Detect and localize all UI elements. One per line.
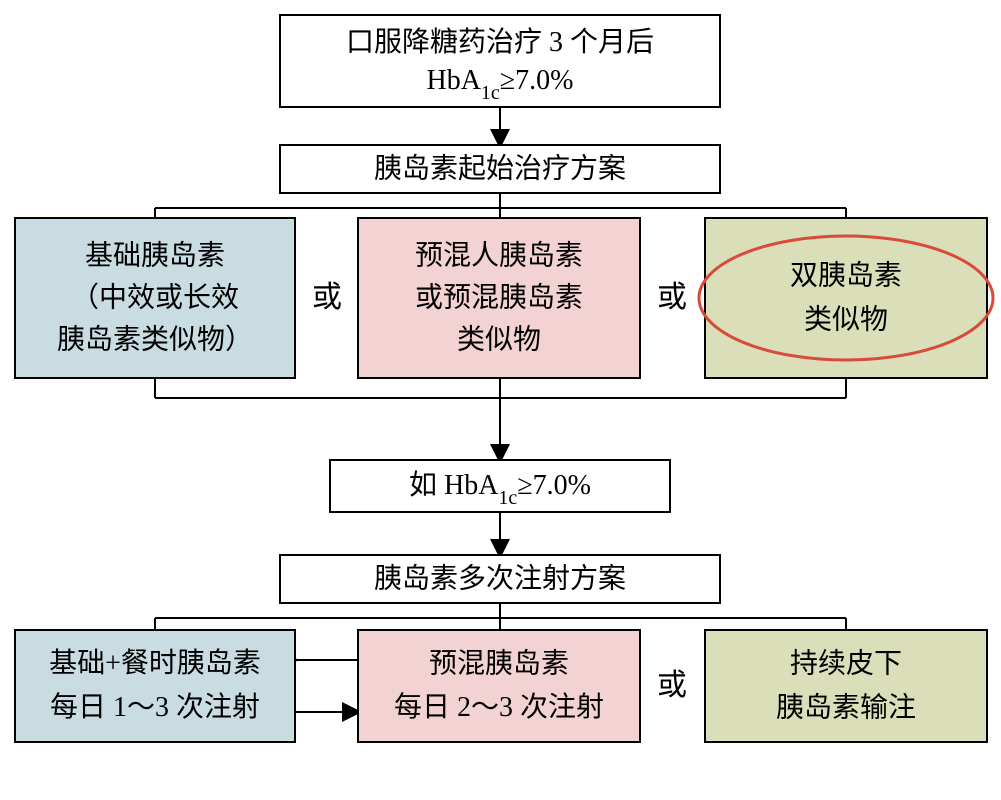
node-opt2a: 基础+餐时胰岛素每日 1～3 次注射 <box>15 630 295 742</box>
svg-text:口服降糖药治疗 3 个月后: 口服降糖药治疗 3 个月后 <box>346 26 654 58</box>
or-label-0: 或 <box>312 281 342 314</box>
svg-text:每日 2～3 次注射: 每日 2～3 次注射 <box>394 691 604 723</box>
edges-layer <box>155 107 846 712</box>
svg-text:基础+餐时胰岛素: 基础+餐时胰岛素 <box>49 647 261 679</box>
or-label-2: 或 <box>657 669 687 702</box>
svg-text:基础胰岛素: 基础胰岛素 <box>85 239 225 271</box>
svg-text:预混人胰岛素: 预混人胰岛素 <box>415 239 583 271</box>
nodes-layer: 口服降糖药治疗 3 个月后HbA1c≥7.0% 胰岛素起始治疗方案基础胰岛素 （中效… <box>15 15 993 742</box>
svg-text:胰岛素多次注射方案: 胰岛素多次注射方案 <box>374 562 626 594</box>
svg-text:类似物: 类似物 <box>457 323 541 355</box>
node-step3: 如 HbA1c≥7.0% <box>330 460 670 512</box>
svg-text:或预混胰岛素: 或预混胰岛素 <box>415 281 583 313</box>
node-opt2c: 持续皮下胰岛素输注 <box>705 630 987 742</box>
node-opt1b: 预混人胰岛素或预混胰岛素类似物 <box>358 218 640 378</box>
node-opt1c: 双胰岛素类似物 <box>699 218 993 378</box>
svg-text:双胰岛素: 双胰岛素 <box>790 259 902 291</box>
step2-label: 胰岛素起始治疗方案 <box>374 152 626 184</box>
node-opt2b: 预混胰岛素每日 2～3 次注射 <box>358 630 640 742</box>
svg-text:（中效或长效: （中效或长效 <box>71 281 239 313</box>
svg-text:胰岛素类似物）: 胰岛素类似物） <box>57 323 253 355</box>
node-step1: 口服降糖药治疗 3 个月后HbA1c≥7.0% <box>280 15 720 107</box>
svg-text:胰岛素输注: 胰岛素输注 <box>776 691 916 723</box>
or-label-1: 或 <box>657 281 687 314</box>
insulin-treatment-flowchart: 口服降糖药治疗 3 个月后HbA1c≥7.0% 胰岛素起始治疗方案基础胰岛素 （中效… <box>0 0 1001 800</box>
node-step2: 胰岛素起始治疗方案 <box>280 145 720 193</box>
node-step4: 胰岛素多次注射方案 <box>280 555 720 603</box>
svg-text:每日 1～3 次注射: 每日 1～3 次注射 <box>50 691 260 723</box>
svg-text:持续皮下: 持续皮下 <box>790 647 902 679</box>
node-opt1a: 基础胰岛素 （中效或长效胰岛素类似物） <box>15 218 295 378</box>
svg-text:预混胰岛素: 预混胰岛素 <box>429 647 569 679</box>
svg-text:类似物: 类似物 <box>804 303 888 335</box>
